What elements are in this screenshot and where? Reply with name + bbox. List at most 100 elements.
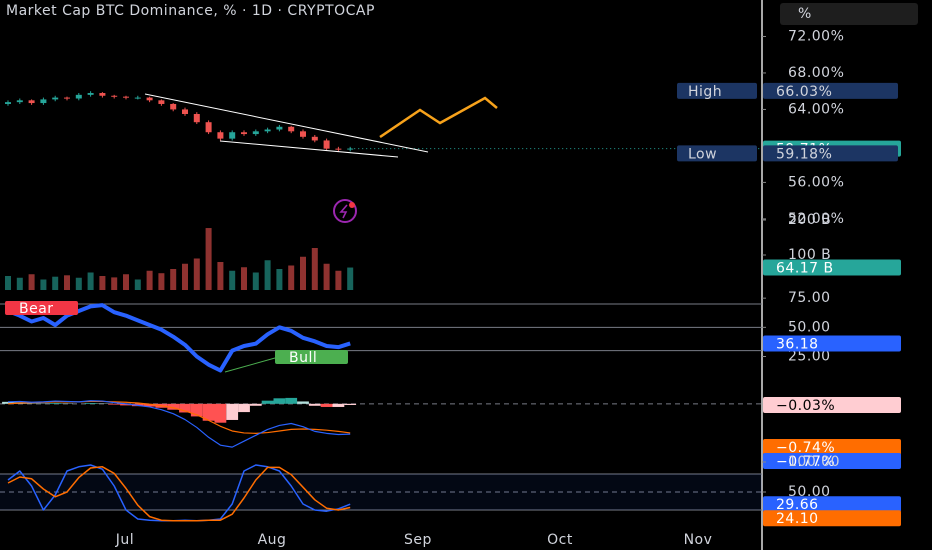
histogram-bar [167,403,180,410]
marker-tag-label: High [688,84,722,100]
volume-bar [229,270,236,290]
volume-bar [111,277,118,290]
volume-bar [347,267,354,290]
candle-body [217,132,224,139]
candle-body [134,97,141,99]
unit-button[interactable] [780,3,918,25]
candle-body [252,131,259,135]
volume-bar [146,270,153,290]
volume-bar [170,269,177,290]
candle-body [158,100,165,104]
candle-body [64,97,70,99]
histogram-bar [120,403,132,406]
y-tick-label: 200 B [788,212,831,228]
marker-tag-label: Low [688,146,717,162]
volume-bar [252,272,259,290]
candle-body [288,126,295,132]
y-tick-label: 64.00% [788,101,844,117]
volume-bar [300,256,306,290]
histogram-bar [285,397,298,404]
unit-button-label[interactable]: % [798,6,812,22]
volume-bar [335,270,342,290]
candle-body [335,148,342,150]
histogram-bar [202,403,215,421]
candle-body [52,97,59,100]
event-icon-bolt [339,204,348,219]
series-last-label-bg [763,496,901,513]
last-volume-label-bg [763,259,901,276]
histogram-bar [2,401,14,404]
drawings [144,93,498,373]
histogram-bar [308,403,321,406]
volume-bar [288,265,295,290]
divergence-line [224,357,276,373]
signal-tag [275,350,348,364]
candle-body [170,103,177,110]
candle-body [229,132,236,139]
histogram-bar [84,403,97,404]
y-tick-label: 75.00 [788,290,831,306]
candle-body [241,132,247,135]
marker-value: 66.03% [776,84,832,100]
x-tick-label: Aug [258,532,287,548]
volume-bar [217,262,224,290]
candle-body [311,136,318,141]
x-tick-label: Nov [684,532,713,548]
series-last-label: 36.18 [776,336,819,352]
series-last-label-bg [763,335,901,352]
histogram-last-label-bg [763,396,901,413]
candle-body [28,100,35,104]
volume-bar [123,274,129,290]
volume-bar [182,263,188,290]
marker-tag [677,82,757,99]
histogram-bar [273,398,286,404]
histogram-bar [344,403,357,405]
x-tick-label: Oct [547,532,573,548]
histogram-bar [190,403,203,417]
histogram-bar [332,403,345,407]
volume-bar [99,276,106,290]
volume-bar [276,269,283,290]
histogram-bar [179,403,191,413]
event-icon-dot [349,202,355,208]
histogram-last-label: −0.03% [776,398,835,414]
volume-bar [241,267,247,290]
histogram-bar [108,403,121,405]
candle-body [123,96,129,98]
event-icon[interactable] [333,199,357,223]
series-line [7,303,351,373]
y-tick-label: 25.00 [788,349,831,365]
candle-body [146,97,153,101]
y-tick-label: 50.00 [788,484,831,500]
candle-body [111,95,118,97]
volume-bar [311,248,318,290]
y-tick-label: 100 B [788,247,831,263]
y-tick-label: 56.00% [788,174,844,190]
trendline-upper [144,93,429,153]
candle-body [205,122,212,133]
histogram-bar [238,403,250,413]
candle-body [75,94,82,99]
trendline-lower [219,140,399,158]
series-last-label: 29.66 [776,497,819,513]
volume-bar [264,260,271,290]
series-last-label: 24.10 [776,511,819,527]
candle-body [40,99,47,104]
volume-bar [28,274,35,290]
histogram-bar [320,403,333,407]
candle-body [323,140,330,149]
candle-body [16,100,23,103]
marker-value: 59.18% [776,146,832,162]
series-last-label-bg [763,510,901,527]
volume-bar [158,273,165,290]
marker-value-bg [763,145,898,162]
x-tick-label: Sep [404,532,432,548]
histogram-bar [49,403,62,404]
series-last-label: −0.74% [776,440,835,456]
volume-bar [40,279,47,290]
volume-bar [64,275,70,290]
volume-bar [75,277,82,290]
volume-bar [205,228,212,290]
volume-bar [193,258,200,290]
series-last-label-bg [763,452,901,469]
